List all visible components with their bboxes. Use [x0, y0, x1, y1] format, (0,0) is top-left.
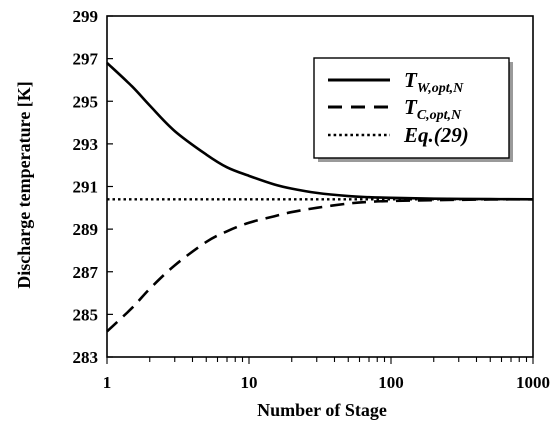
legend-label-2: TC,opt,N — [404, 95, 462, 123]
y-tick-label: 297 — [73, 50, 99, 69]
legend-label-1: TW,opt,N — [404, 68, 464, 96]
y-tick-label: 287 — [73, 263, 99, 282]
axis-tick-labels: 283 285 287 289 291 293 295 297 299 1 10 100 1000 — [73, 7, 550, 392]
axis-ticks — [106, 15, 534, 364]
y-tick-label: 289 — [73, 220, 99, 239]
x-tick-label: 10 — [241, 373, 258, 392]
y-axis-label: Discharge temperature [K] — [14, 81, 34, 289]
series-lines — [106, 61, 534, 333]
x-axis-label: Number of Stage — [257, 400, 387, 420]
legend: TW,opt,NTC,opt,NEq.(29) — [313, 57, 513, 162]
y-tick-label: 299 — [73, 7, 99, 26]
x-tick-label: 1 — [103, 373, 112, 392]
legend-label-3: Eq.(29) — [403, 123, 469, 147]
x-tick-label: 1000 — [516, 373, 550, 392]
y-tick-label: 283 — [73, 348, 99, 367]
y-tick-label: 293 — [73, 135, 99, 154]
series-line-2 — [106, 197, 534, 333]
y-tick-label: 285 — [73, 305, 99, 324]
legend-box — [313, 57, 510, 159]
x-tick-label: 100 — [378, 373, 404, 392]
y-tick-label: 295 — [73, 92, 99, 111]
y-tick-label: 291 — [73, 178, 99, 197]
